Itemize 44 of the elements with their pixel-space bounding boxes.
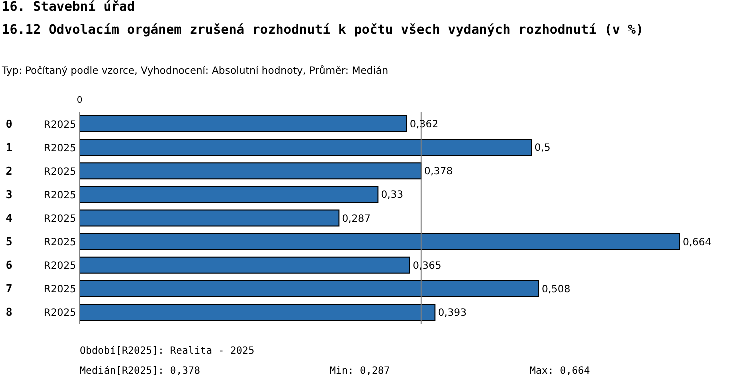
text: Období[R2025]: Realita - 2025 xyxy=(80,346,255,357)
y-tick-label: 0 xyxy=(6,118,13,131)
chart-title: 16. Stavební úřad xyxy=(2,0,136,15)
text: R2025 xyxy=(44,261,76,272)
text: R2025 xyxy=(44,190,76,202)
text: 0,508 xyxy=(542,284,571,296)
bar xyxy=(80,256,410,274)
y-tick-label: 6 xyxy=(6,259,13,272)
bar xyxy=(80,233,680,250)
text: R2025 xyxy=(44,238,76,249)
text: 0,393 xyxy=(438,308,467,319)
text: Max: 0,664 xyxy=(530,366,590,377)
bar xyxy=(80,304,436,321)
text: Min: 0,287 xyxy=(330,366,390,377)
text: 0,33 xyxy=(381,190,404,202)
y-tick-label: 2 xyxy=(6,164,13,178)
text: R2025 xyxy=(44,214,76,225)
bar xyxy=(80,139,532,156)
bar xyxy=(80,186,379,204)
text: 0,664 xyxy=(683,237,712,248)
y-tick-label: 1 xyxy=(6,141,13,154)
bar xyxy=(80,162,422,180)
bar xyxy=(80,210,340,227)
text: 0,287 xyxy=(342,214,371,225)
text: 0,362 xyxy=(410,120,439,131)
series-label: R2025 xyxy=(44,120,76,131)
text: 0 xyxy=(77,96,83,106)
y-tick-label: 4 xyxy=(6,212,13,225)
text: 0,365 xyxy=(413,260,442,272)
text: R2025 xyxy=(44,284,76,296)
text: Typ: Počítaný podle vzorce, Vyhodnocení: Absolutní hodnoty, Průměr: Medián xyxy=(2,66,388,77)
text: Medián[R2025]: 0,378 xyxy=(80,366,200,377)
y-tick-label: 5 xyxy=(6,236,13,249)
chart-subtitle: 16.12 Odvolacím orgánem zrušená rozhodnutí k počtu všech vydaných rozhodnutí (v %) xyxy=(2,22,645,40)
text: 0,378 xyxy=(424,166,454,178)
bar xyxy=(80,116,408,132)
bar xyxy=(80,280,540,298)
text: 0,5 xyxy=(534,143,551,154)
text: R2025 xyxy=(44,308,76,320)
text: R2025 xyxy=(44,166,76,178)
y-tick-label: 8 xyxy=(6,306,13,320)
y-tick-label: 3 xyxy=(6,188,13,202)
text: R2025 xyxy=(44,143,76,154)
y-tick-label: 7 xyxy=(6,282,13,296)
